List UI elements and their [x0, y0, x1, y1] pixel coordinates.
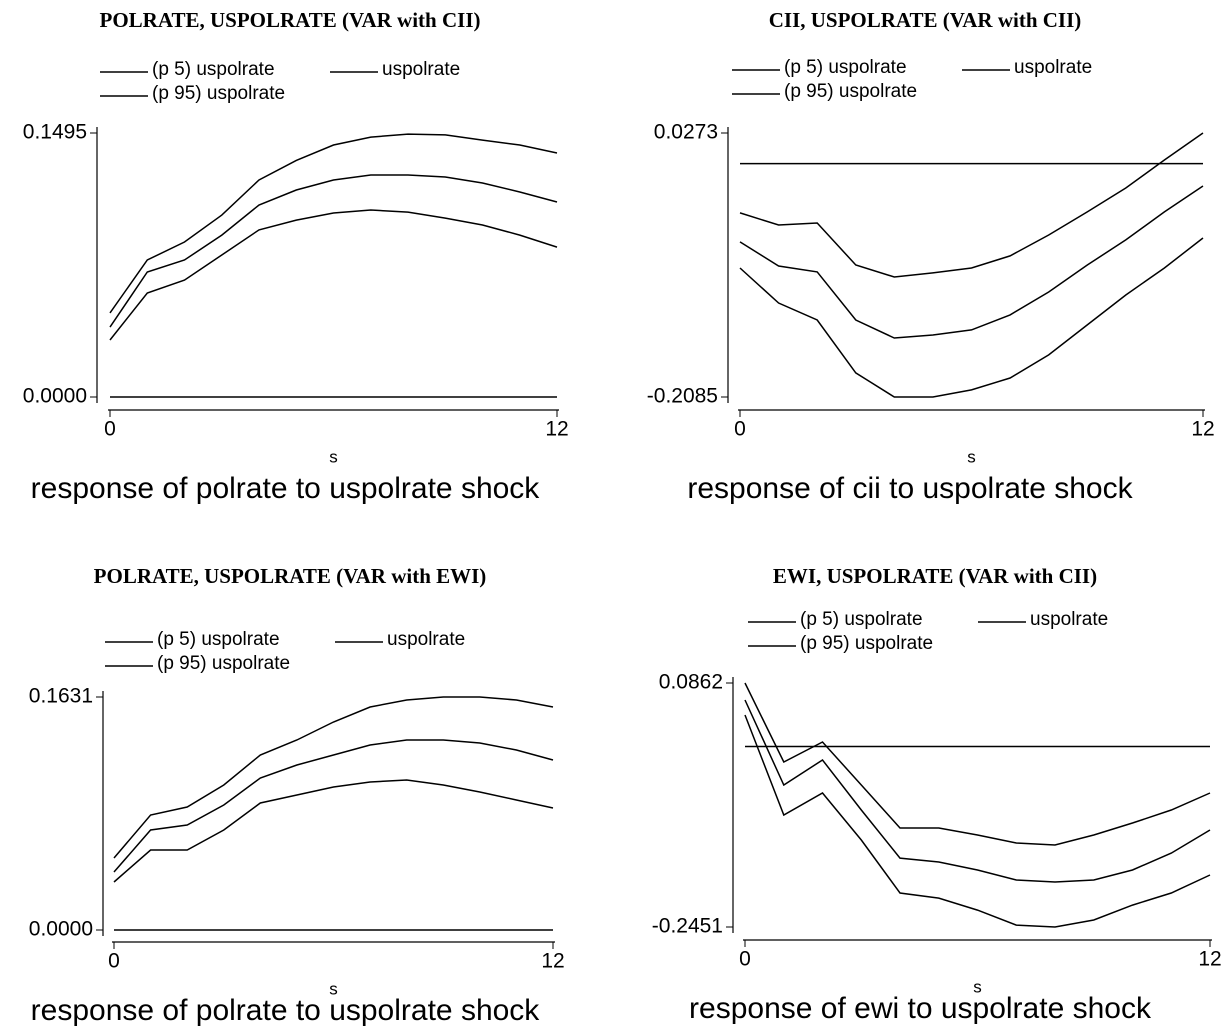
series-line — [739, 185, 1204, 339]
chart-title: CII, USPOLRATE (VAR with CII) — [769, 8, 1082, 32]
series-line — [744, 682, 1211, 846]
series-line — [113, 779, 554, 883]
legend-label: (p 95) uspolrate — [157, 653, 290, 674]
legend-label: (p 95) uspolrate — [800, 633, 933, 654]
chart-title: EWI, USPOLRATE (VAR with CII) — [773, 564, 1097, 588]
y-tick-label: 0.0862 — [659, 671, 723, 694]
x-axis-title: s — [973, 977, 982, 996]
y-tick-label: 0.1495 — [23, 121, 87, 144]
caption: response of cii to uspolrate shock — [687, 472, 1133, 505]
legend-label: (p 95) uspolrate — [784, 81, 917, 102]
y-tick-label: 0.0000 — [29, 918, 93, 941]
series-line — [109, 133, 558, 314]
x-axis-title: s — [329, 447, 338, 466]
chart-title: POLRATE, USPOLRATE (VAR with CII) — [100, 8, 481, 32]
series-line — [739, 132, 1204, 278]
caption: response of polrate to uspolrate shock — [31, 472, 541, 505]
caption: response of ewi to uspolrate shock — [689, 992, 1152, 1025]
x-tick-label: 0 — [108, 950, 120, 973]
series-line — [109, 209, 558, 341]
y-tick-label: 0.0273 — [654, 121, 718, 144]
y-tick-label: -0.2085 — [647, 385, 718, 408]
x-axis-title: s — [329, 979, 338, 998]
series-line — [109, 174, 558, 328]
series-line — [744, 699, 1211, 883]
x-tick-label: 0 — [739, 948, 751, 971]
x-tick-label: 12 — [1198, 948, 1221, 971]
caption: response of polrate to uspolrate shock — [31, 994, 541, 1027]
x-tick-label: 12 — [541, 950, 564, 973]
legend-label: uspolrate — [387, 629, 465, 650]
series-line — [744, 714, 1211, 928]
series-line — [113, 696, 554, 859]
legend-label: uspolrate — [1030, 609, 1108, 630]
series-line — [739, 237, 1204, 398]
y-tick-label: -0.2451 — [652, 915, 723, 938]
legend-label: uspolrate — [1014, 57, 1092, 78]
legend-label: (p 5) uspolrate — [784, 57, 907, 78]
x-tick-label: 0 — [734, 418, 746, 441]
y-tick-label: 0.0000 — [23, 385, 87, 408]
legend-label: uspolrate — [382, 59, 460, 80]
legend-label: (p 95) uspolrate — [152, 83, 285, 104]
legend-label: (p 5) uspolrate — [800, 609, 923, 630]
y-tick-label: 0.1631 — [29, 685, 93, 708]
series-line — [113, 739, 554, 873]
x-tick-label: 0 — [104, 418, 116, 441]
legend-label: (p 5) uspolrate — [152, 59, 275, 80]
legend-label: (p 5) uspolrate — [157, 629, 280, 650]
x-tick-label: 12 — [545, 418, 568, 441]
chart-title: POLRATE, USPOLRATE (VAR with EWI) — [94, 564, 487, 588]
x-tick-label: 12 — [1191, 418, 1214, 441]
x-axis-title: s — [967, 447, 976, 466]
